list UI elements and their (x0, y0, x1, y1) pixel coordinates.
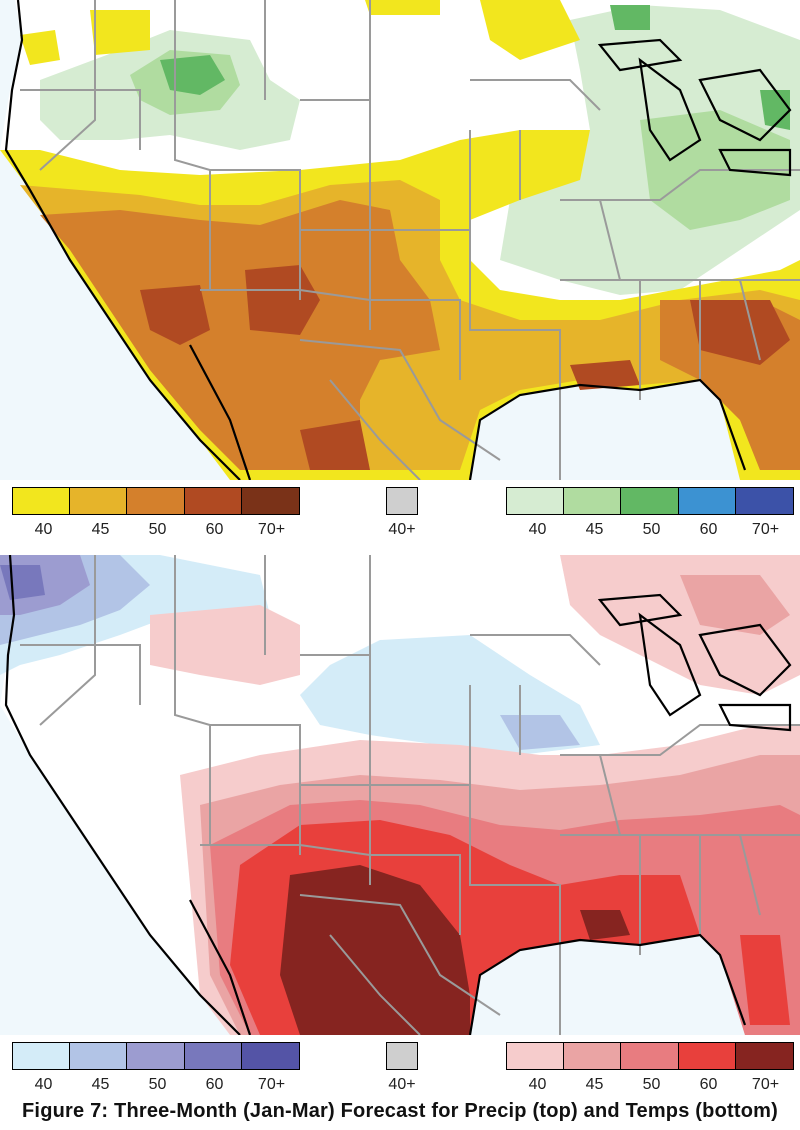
temp-below-label: 40 (34, 1076, 53, 1093)
swatch-precip-equal-chances (386, 487, 418, 515)
swatch-temp-below-70 (242, 1043, 299, 1069)
temp-state-lines (20, 555, 800, 1035)
precip-below-label: 40 (34, 521, 53, 538)
temp-below-label: 50 (148, 1076, 167, 1093)
swatch-temp-above-40 (507, 1043, 564, 1069)
temp-below-label: 70+ (257, 1076, 286, 1093)
gulf-of-mexico (470, 935, 745, 1035)
precip-above-label: 40 (528, 521, 547, 538)
precip-above-label: 60 (699, 521, 718, 538)
temp-above-labels: 40 45 50 60 70+ (509, 1076, 794, 1094)
figure-caption: Figure 7: Three-Month (Jan-Mar) Forecast… (22, 1100, 778, 1122)
temp-above-label: 60 (699, 1076, 718, 1093)
precip-below-labels: 40 45 50 60 70+ (15, 521, 300, 539)
precip-above-swatches (506, 487, 794, 515)
swatch-precip-above-70 (736, 488, 793, 514)
temp-above-label: 50 (642, 1076, 661, 1093)
precip-coastlines (4, 0, 792, 480)
swatch-precip-above-50 (621, 488, 679, 514)
precip-above-labels: 40 45 50 60 70+ (509, 521, 794, 539)
swatch-precip-below-50 (127, 488, 185, 514)
temp-below-labels: 40 45 50 60 70+ (15, 1076, 300, 1094)
swatch-precip-below-70 (242, 488, 299, 514)
precip-below-swatches (12, 487, 300, 515)
swatch-temp-below-45 (70, 1043, 127, 1069)
precip-neutral-label: 40+ (388, 521, 416, 538)
temp-above-label: 45 (585, 1076, 604, 1093)
temp-below-label: 45 (91, 1076, 110, 1093)
precip-legend: 40 45 50 60 70+ 40+ 40 45 50 60 70+ (0, 487, 800, 547)
temp-above-label: 40 (528, 1076, 547, 1093)
pacific-ocean-south (0, 150, 230, 480)
temp-above-normal-areas (150, 555, 800, 1035)
gulf-of-mexico (470, 380, 740, 480)
swatch-precip-below-45 (70, 488, 127, 514)
swatch-temp-above-70 (736, 1043, 793, 1069)
temp-neutral-label: 40+ (388, 1076, 416, 1093)
pacific-ocean (0, 0, 22, 150)
swatch-precip-above-60 (679, 488, 736, 514)
precip-above-label: 70+ (751, 521, 780, 538)
precip-below-label: 45 (91, 521, 110, 538)
temp-below-label: 60 (205, 1076, 224, 1093)
swatch-temp-below-40 (13, 1043, 70, 1069)
pacific-ocean-south (0, 705, 230, 1035)
swatch-temp-above-45 (564, 1043, 621, 1069)
temp-map-svg (0, 555, 800, 1035)
swatch-precip-above-40 (507, 488, 564, 514)
precip-below-label: 50 (148, 521, 167, 538)
precip-map (0, 0, 800, 480)
temp-above-label: 70+ (751, 1076, 780, 1093)
swatch-temp-below-50 (127, 1043, 185, 1069)
precip-below-label: 70+ (257, 521, 286, 538)
precip-map-svg (0, 0, 800, 480)
temp-above-swatches (506, 1042, 794, 1070)
swatch-precip-below-60 (185, 488, 242, 514)
temp-map (0, 555, 800, 1035)
swatch-precip-above-45 (564, 488, 621, 514)
precip-below-label: 60 (205, 521, 224, 538)
swatch-precip-below-40 (13, 488, 70, 514)
temp-legend: 40 45 50 60 70+ 40+ 40 45 50 60 70+ (0, 1042, 800, 1102)
swatch-temp-above-60 (679, 1043, 736, 1069)
precip-above-label: 45 (585, 521, 604, 538)
temp-coastlines (4, 555, 792, 1035)
swatch-temp-below-60 (185, 1043, 242, 1069)
swatch-temp-equal-chances (386, 1042, 418, 1070)
precip-above-label: 50 (642, 521, 661, 538)
swatch-temp-above-50 (621, 1043, 679, 1069)
precip-state-lines (20, 0, 800, 480)
precip-below-normal-areas (0, 0, 800, 480)
temp-below-swatches (12, 1042, 300, 1070)
